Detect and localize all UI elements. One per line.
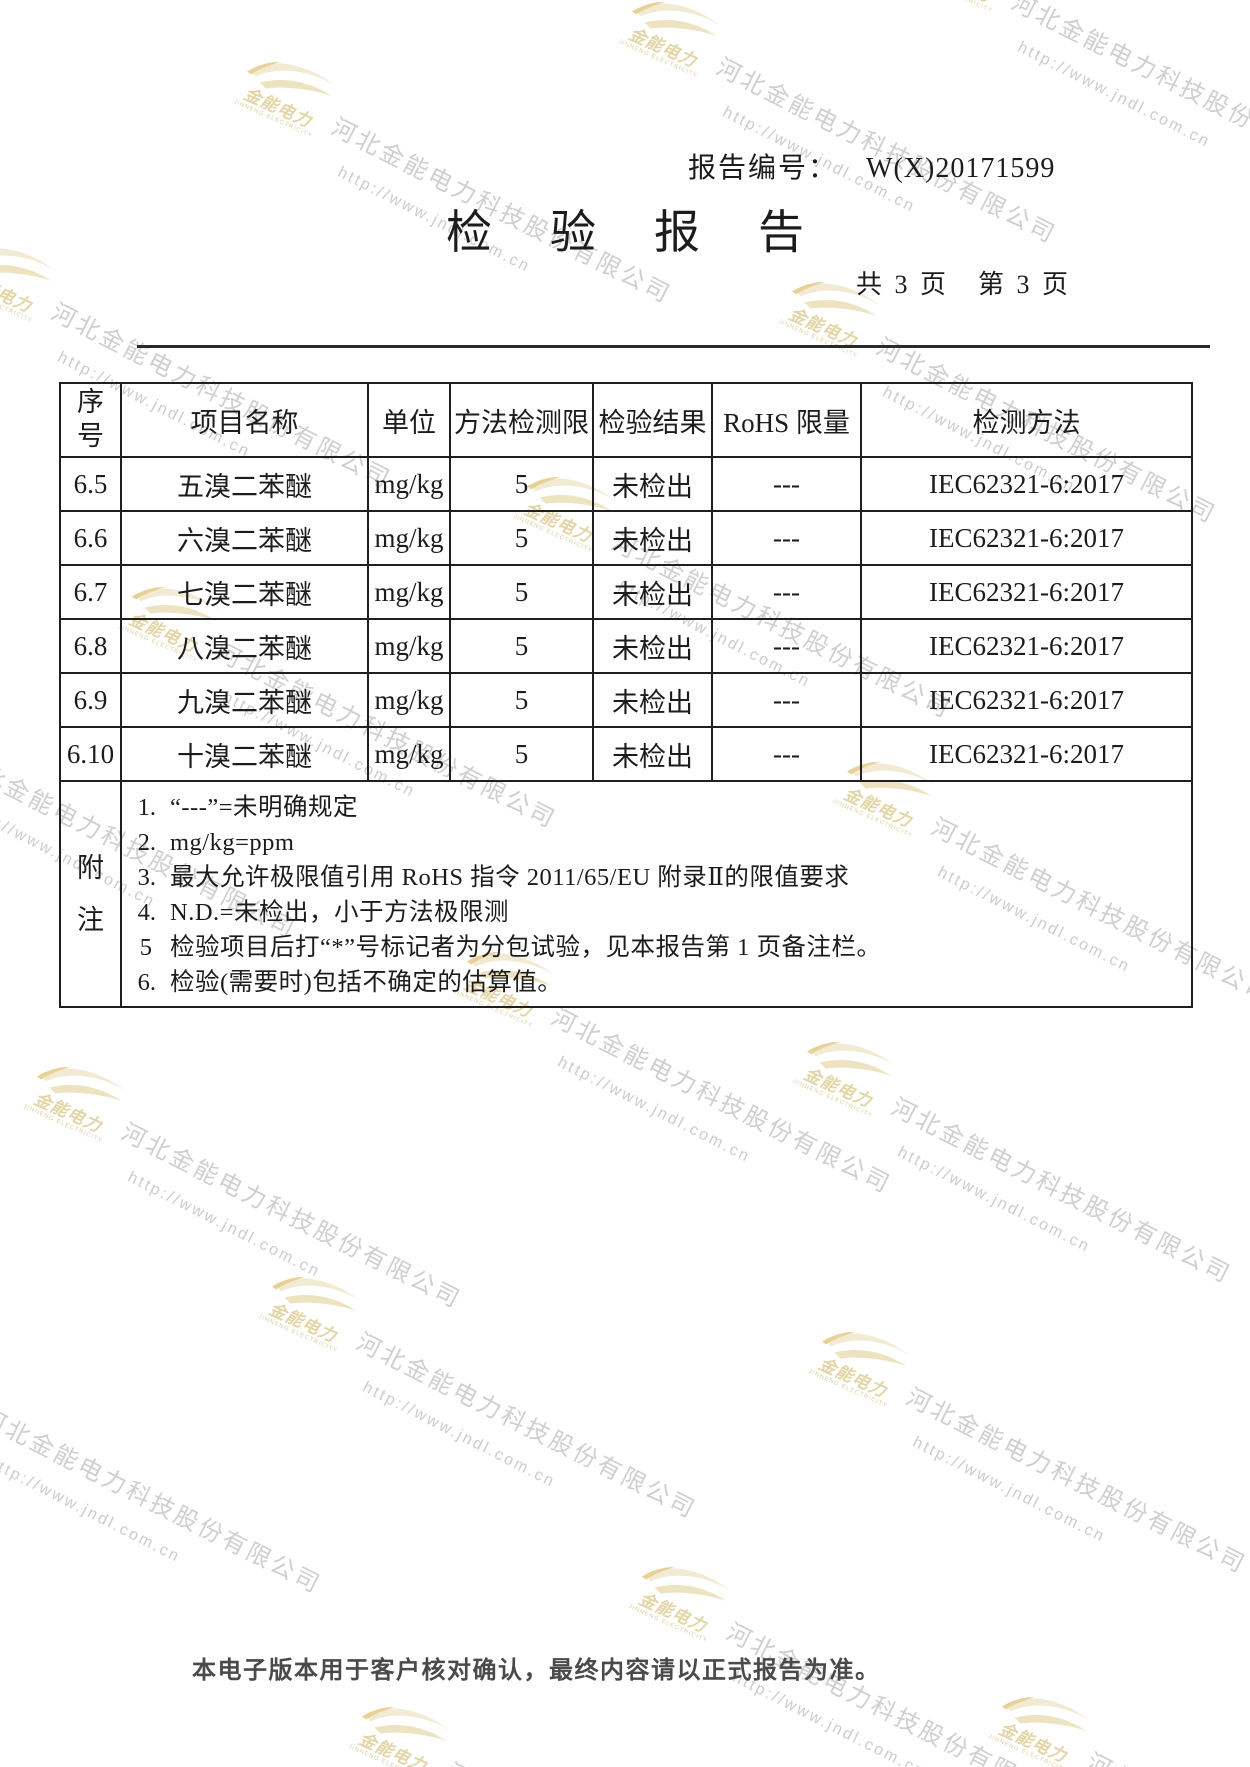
cell-no: 6.5: [59, 456, 122, 512]
cell-rohs-limit: ---: [711, 726, 862, 782]
cell-item: 五溴二苯醚: [120, 456, 369, 512]
cell-rohs-limit: ---: [711, 618, 862, 674]
cell-result: 未检出: [592, 456, 713, 512]
table-row: 6.5 五溴二苯醚 mg/kg 5 未检出 --- IEC62321-6:201…: [59, 456, 1193, 512]
cell-result: 未检出: [592, 510, 713, 566]
cell-result: 未检出: [592, 618, 713, 674]
cell-no: 6.6: [59, 510, 122, 566]
note-item: 6. 检验(需要时)包括不确定的估算值。: [137, 969, 563, 996]
table-row: 6.7 七溴二苯醚 mg/kg 5 未检出 --- IEC62321-6:201…: [59, 564, 1193, 620]
cell-method: IEC62321-6:2017: [860, 564, 1193, 620]
column-header-unit: 单位: [367, 382, 451, 458]
cell-item: 九溴二苯醚: [120, 672, 369, 728]
note-item: 5 检验项目后打“*”号标记者为分包试验，见本报告第 1 页备注栏。: [139, 934, 882, 961]
column-header-detection-limit: 方法检测限: [449, 382, 594, 458]
cell-unit: mg/kg: [367, 618, 451, 674]
report-number-label: 报告编号：: [688, 153, 839, 184]
table-row: 6.8 八溴二苯醚 mg/kg 5 未检出 --- IEC62321-6:201…: [59, 618, 1193, 674]
cell-item: 十溴二苯醚: [120, 726, 369, 782]
cell-unit: mg/kg: [367, 564, 451, 620]
report-number-value: W(X)20171599: [866, 153, 1056, 184]
inspection-results-table: 序号 项目名称 单位 方法检测限 检验结果 RoHS 限量 检测方法 6.5 五…: [59, 382, 1193, 1008]
cell-method: IEC62321-6:2017: [860, 726, 1193, 782]
cell-method: IEC62321-6:2017: [860, 456, 1193, 512]
cell-item: 七溴二苯醚: [120, 564, 369, 620]
cell-detection-limit: 5: [449, 456, 594, 512]
cell-item: 六溴二苯醚: [120, 510, 369, 566]
column-header-no: 序号: [59, 382, 122, 458]
notes-row: 附注 1. “---”=未明确规定 2. mg/kg=ppm 3. 最大允许极限值引用…: [59, 780, 1193, 1008]
report-number-line: 报告编号： W(X)20171599: [688, 146, 1055, 186]
cell-unit: mg/kg: [367, 672, 451, 728]
cell-no: 6.10: [59, 726, 122, 782]
cell-detection-limit: 5: [449, 564, 594, 620]
cell-rohs-limit: ---: [711, 564, 862, 620]
cell-detection-limit: 5: [449, 672, 594, 728]
column-header-result: 检验结果: [592, 382, 713, 458]
table-row: 6.10 十溴二苯醚 mg/kg 5 未检出 --- IEC62321-6:20…: [59, 726, 1193, 782]
column-header-item: 项目名称: [120, 382, 369, 458]
note-item: 4. N.D.=未检出，小于方法极限测: [137, 899, 509, 926]
cell-result: 未检出: [592, 564, 713, 620]
cell-detection-limit: 5: [449, 726, 594, 782]
note-item: 1. “---”=未明确规定: [137, 794, 359, 821]
table-row: 6.9 九溴二苯醚 mg/kg 5 未检出 --- IEC62321-6:201…: [59, 672, 1193, 728]
cell-unit: mg/kg: [367, 456, 451, 512]
table-row: 6.6 六溴二苯醚 mg/kg 5 未检出 --- IEC62321-6:201…: [59, 510, 1193, 566]
column-header-rohs-limit: RoHS 限量: [711, 382, 862, 458]
cell-method: IEC62321-6:2017: [860, 510, 1193, 566]
cell-result: 未检出: [592, 672, 713, 728]
cell-rohs-limit: ---: [711, 510, 862, 566]
cell-method: IEC62321-6:2017: [860, 672, 1193, 728]
cell-result: 未检出: [592, 726, 713, 782]
column-header-method: 检测方法: [860, 382, 1193, 458]
cell-rohs-limit: ---: [711, 672, 862, 728]
cell-rohs-limit: ---: [711, 456, 862, 512]
notes-label: 附注: [59, 780, 122, 1008]
cell-no: 6.8: [59, 618, 122, 674]
header-divider: [137, 345, 1210, 348]
note-item: 2. mg/kg=ppm: [137, 829, 295, 856]
cell-unit: mg/kg: [367, 510, 451, 566]
cell-detection-limit: 5: [449, 618, 594, 674]
footer-disclaimer: 本电子版本用于客户核对确认，最终内容请以正式报告为准。: [192, 1658, 881, 1684]
cell-method: IEC62321-6:2017: [860, 618, 1193, 674]
cell-no: 6.7: [59, 564, 122, 620]
notes-content: 1. “---”=未明确规定 2. mg/kg=ppm 3. 最大允许极限值引用 Ro…: [120, 780, 1193, 1008]
cell-item: 八溴二苯醚: [120, 618, 369, 674]
page-title: 检验报告: [446, 207, 862, 258]
page-count: 共 3 页 第 3 页: [856, 270, 1072, 299]
note-item: 3. 最大允许极限值引用 RoHS 指令 2011/65/EU 附录Ⅱ的限值要求: [137, 864, 850, 891]
table-header-row: 序号 项目名称 单位 方法检测限 检验结果 RoHS 限量 检测方法: [59, 382, 1193, 458]
cell-detection-limit: 5: [449, 510, 594, 566]
cell-no: 6.9: [59, 672, 122, 728]
cell-unit: mg/kg: [367, 726, 451, 782]
